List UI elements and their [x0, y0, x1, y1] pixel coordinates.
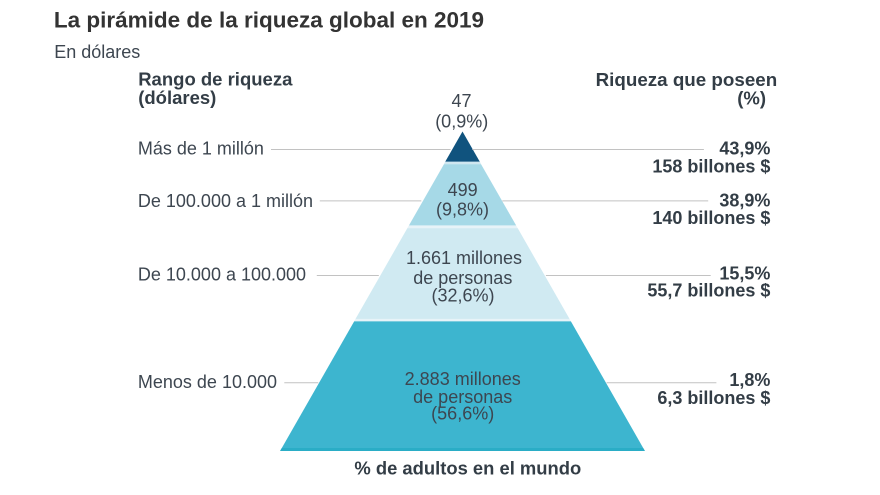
svg-text:1,8%: 1,8%: [729, 370, 770, 390]
svg-text:% de adultos en el mundo: % de adultos en el mundo: [354, 458, 581, 479]
svg-text:La pirámide de la riqueza glob: La pirámide de la riqueza global en 2019: [54, 8, 484, 33]
svg-text:(56,6%): (56,6%): [431, 403, 494, 423]
svg-text:43,9%: 43,9%: [719, 138, 770, 158]
svg-text:Menos de 10.000: Menos de 10.000: [138, 372, 277, 392]
svg-text:499: 499: [448, 180, 478, 200]
svg-text:1.661 millones: 1.661 millones: [406, 248, 522, 268]
svg-text:2.883 millones: 2.883 millones: [405, 369, 521, 389]
svg-text:de personas: de personas: [413, 268, 512, 288]
svg-text:47: 47: [451, 91, 471, 111]
svg-text:(32,6%): (32,6%): [431, 286, 494, 306]
svg-text:55,7 billones $: 55,7 billones $: [647, 281, 770, 301]
svg-text:38,9%: 38,9%: [719, 190, 770, 210]
svg-text:Rango de riqueza: Rango de riqueza: [138, 69, 293, 90]
svg-text:(%): (%): [737, 88, 766, 109]
svg-text:de personas: de personas: [413, 387, 512, 407]
svg-text:Riqueza que poseen: Riqueza que poseen: [596, 69, 778, 90]
svg-text:De 10.000 a 100.000: De 10.000 a 100.000: [138, 265, 306, 285]
svg-text:158 billones $: 158 billones $: [652, 157, 770, 177]
svg-text:De 100.000 a 1 millón: De 100.000 a 1 millón: [138, 191, 313, 211]
svg-text:6,3 billones $: 6,3 billones $: [657, 388, 770, 408]
svg-text:Más de 1 millón: Más de 1 millón: [138, 139, 264, 159]
svg-text:En dólares: En dólares: [54, 42, 140, 62]
svg-text:140 billones $: 140 billones $: [652, 208, 770, 228]
svg-text:(dólares): (dólares): [138, 87, 216, 108]
svg-text:(0,9%): (0,9%): [435, 111, 488, 131]
svg-text:(9,8%): (9,8%): [436, 199, 489, 219]
svg-text:15,5%: 15,5%: [719, 263, 770, 283]
